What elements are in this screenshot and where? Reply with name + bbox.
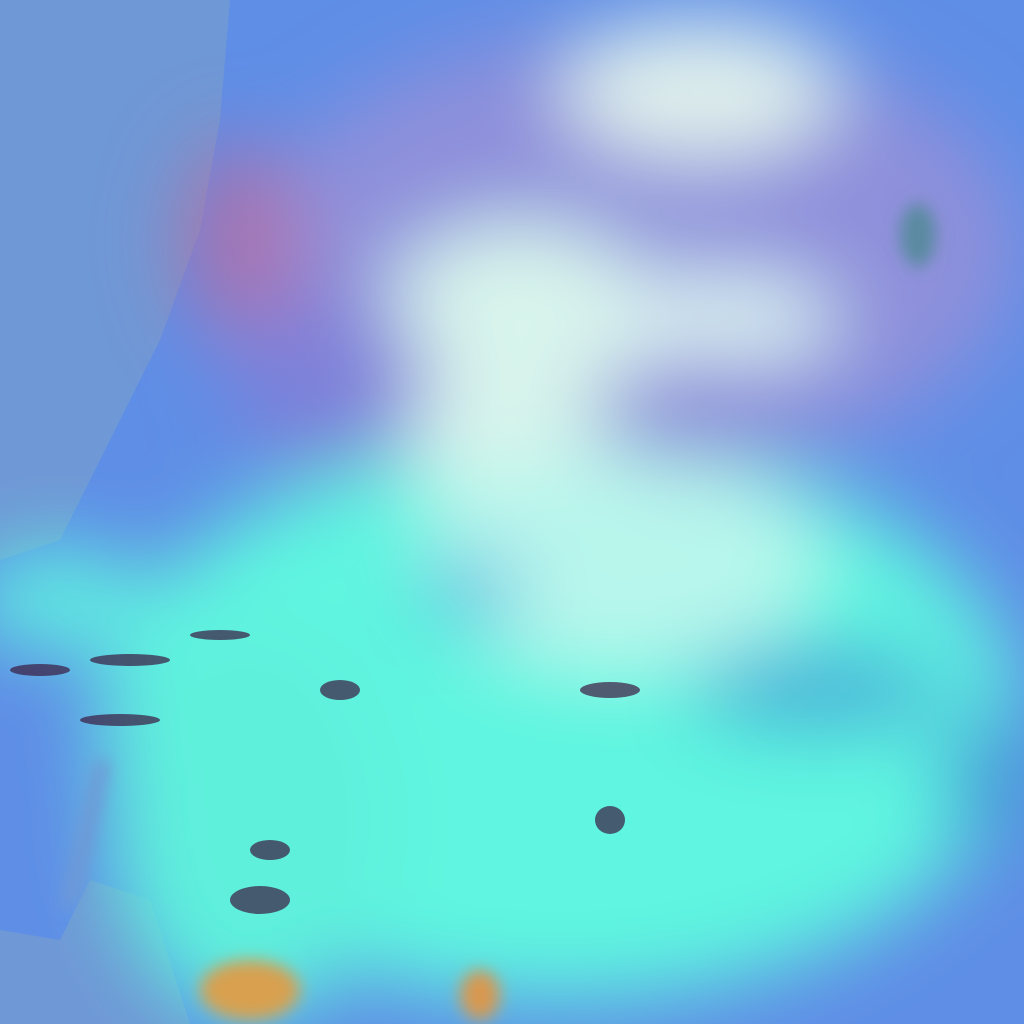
gulf: [60, 760, 110, 910]
cloud-gap: [420, 560, 520, 620]
desert: [200, 960, 300, 1020]
haze: [590, 360, 810, 460]
cloud-white: [600, 270, 840, 370]
cloud-cyan: [110, 620, 390, 1020]
cloud-white: [420, 450, 820, 670]
cloud-white: [560, 20, 840, 160]
lake: [900, 203, 936, 267]
cloud-shadows: [10, 630, 640, 914]
haze: [230, 290, 430, 470]
cloud-gap: [690, 650, 950, 730]
highland: [180, 140, 300, 340]
cloud-gap: [940, 710, 1024, 850]
desert: [460, 970, 500, 1020]
cloud-cyan: [0, 550, 150, 650]
